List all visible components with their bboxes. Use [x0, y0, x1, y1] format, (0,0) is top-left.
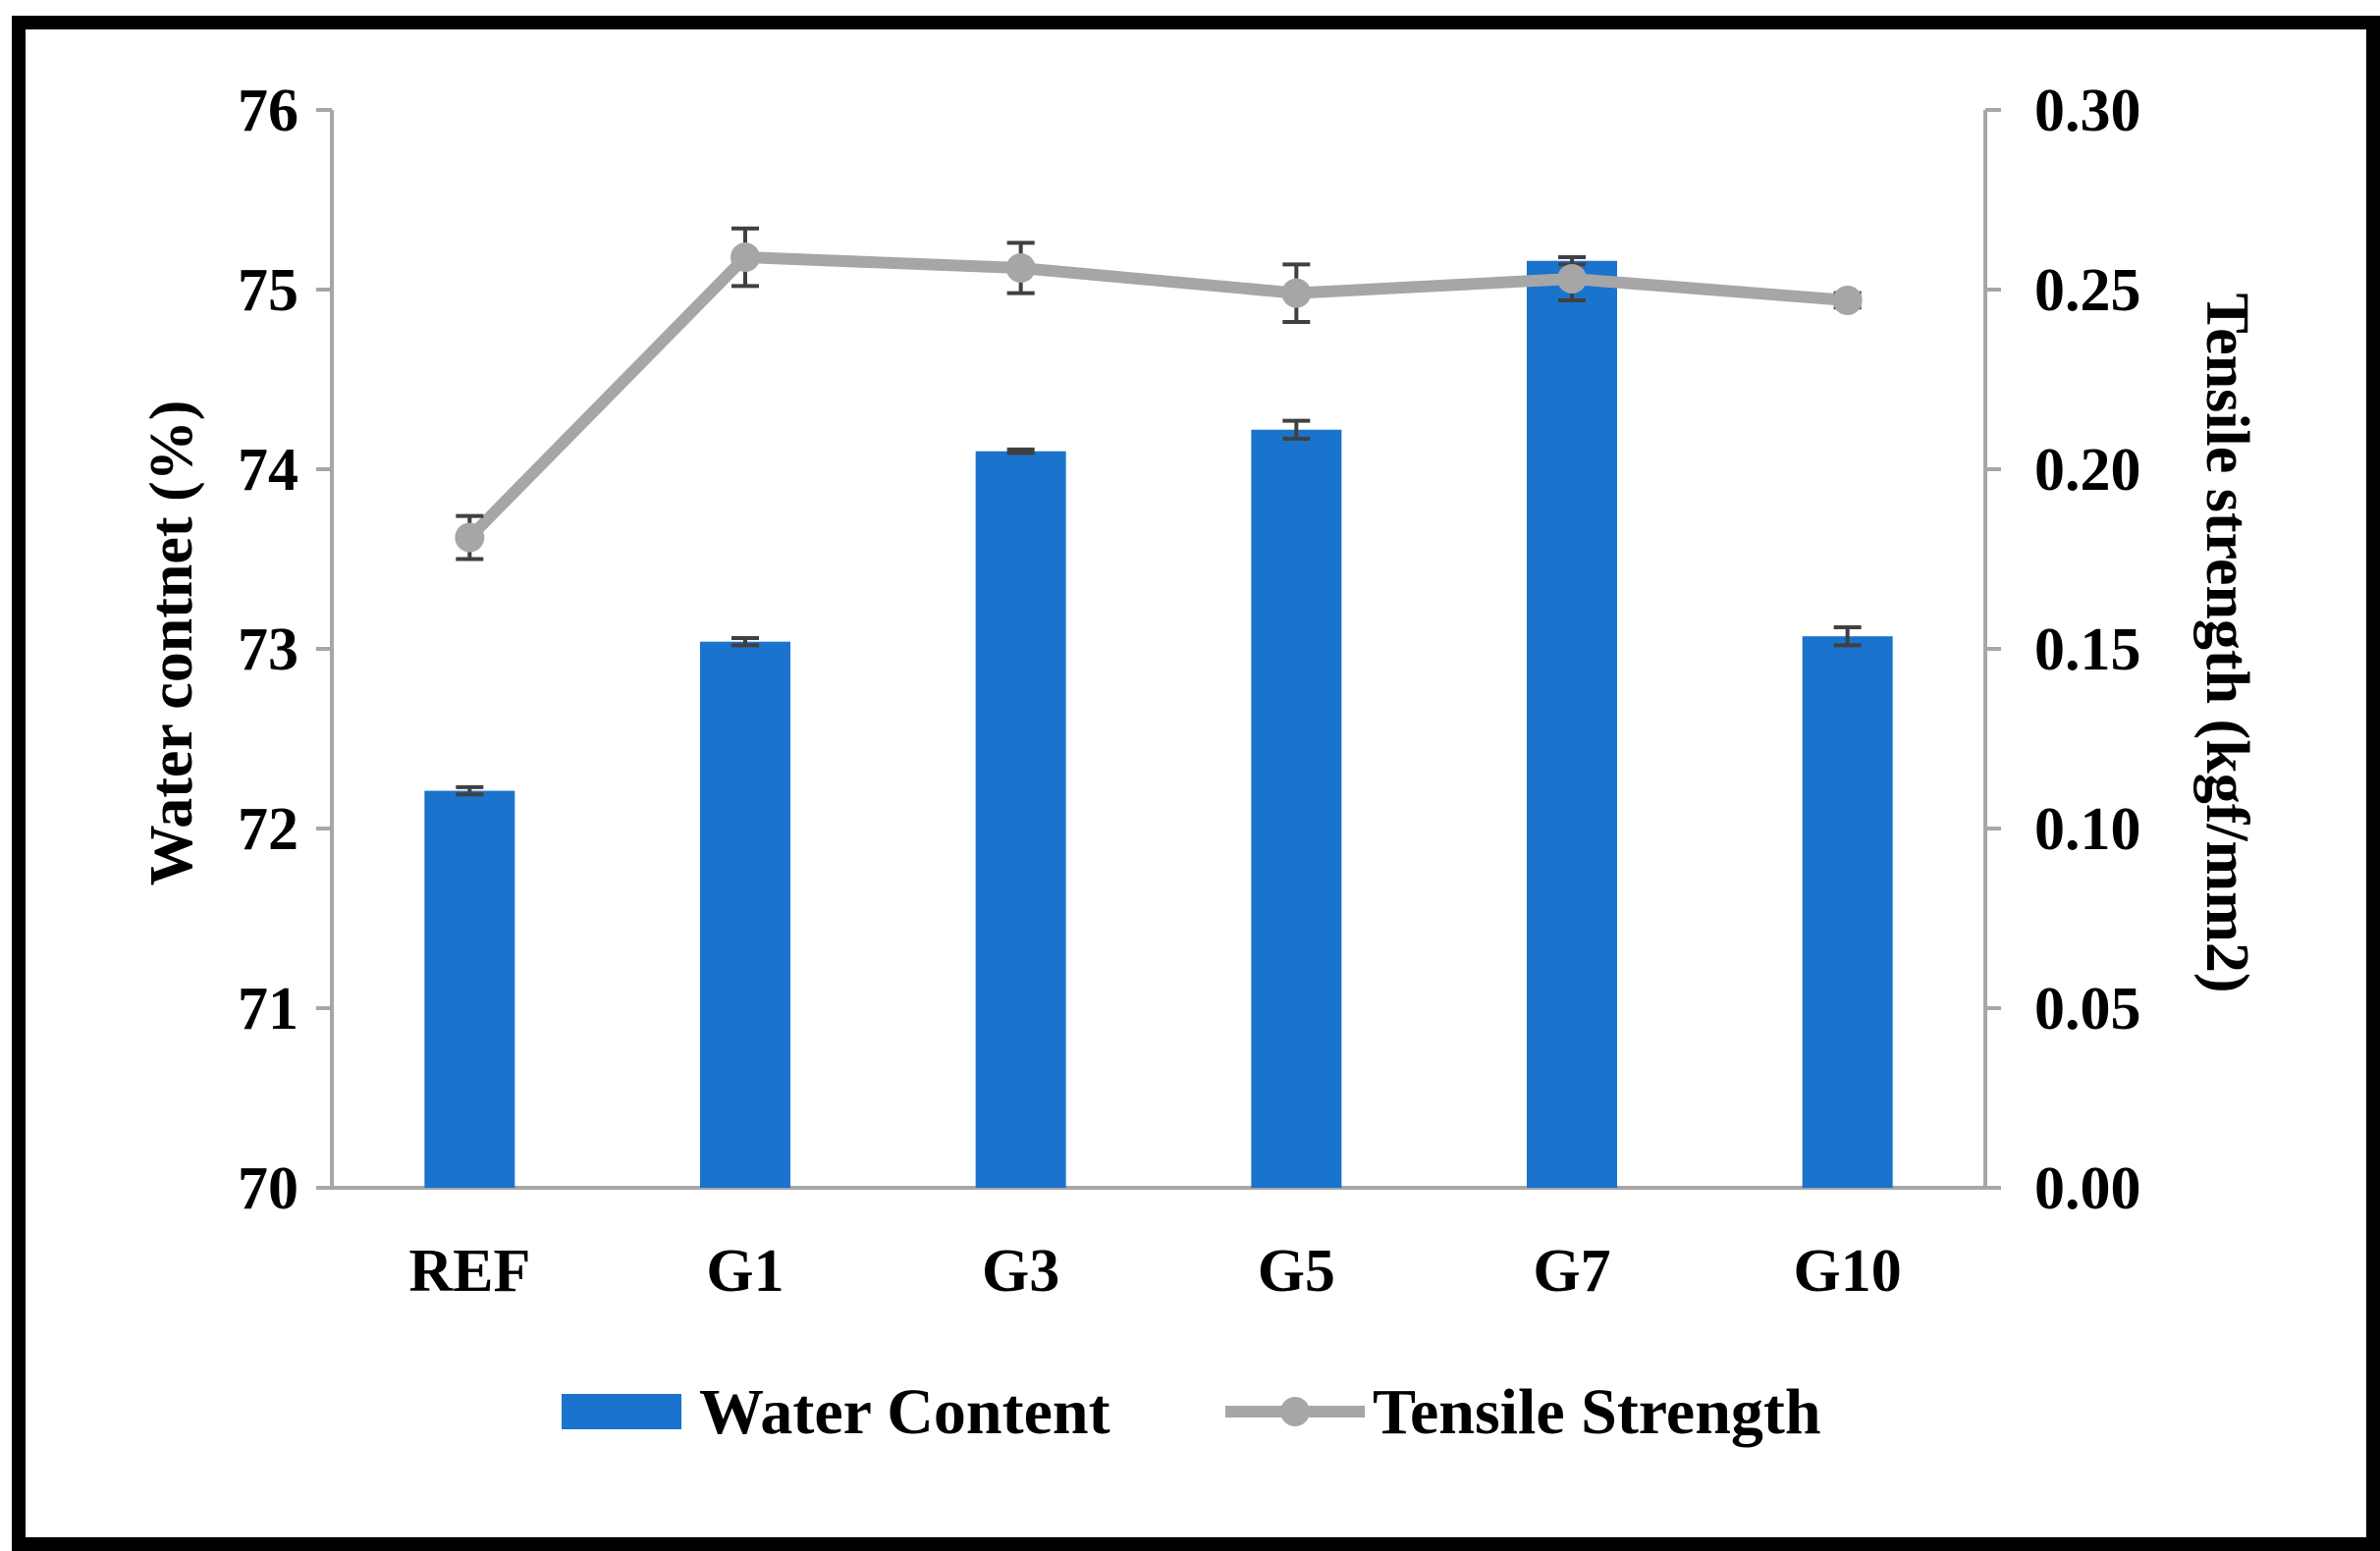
- y-tick-label-left: 76: [238, 78, 298, 144]
- x-tick-label: G7: [1533, 1238, 1610, 1305]
- bar: [975, 451, 1066, 1188]
- line-point: [1005, 253, 1036, 284]
- y-tick-label-right: 0.05: [2034, 976, 2141, 1043]
- bar: [424, 790, 515, 1188]
- bar: [1802, 636, 1893, 1188]
- y-axis-title-right: Tensile strength (kgf/mm2): [2193, 294, 2260, 993]
- x-tick-label: G10: [1794, 1238, 1902, 1305]
- y-tick-label-right: 0.25: [2034, 257, 2141, 324]
- legend-marker-tensile-strength: [1280, 1397, 1310, 1426]
- line-point: [730, 242, 760, 273]
- y-tick-label-right: 0.00: [2034, 1155, 2141, 1222]
- y-axis-title-left: Water contnet (%): [138, 401, 205, 886]
- y-tick-label-right: 0.10: [2034, 796, 2141, 863]
- legend-label-tensile-strength: Tensile Strength: [1373, 1376, 1821, 1448]
- line-point: [1281, 278, 1312, 308]
- y-tick-label-left: 70: [238, 1155, 298, 1222]
- x-tick-label: REF: [408, 1238, 530, 1305]
- y-tick-label-left: 71: [238, 976, 298, 1043]
- plot-area: [316, 108, 2001, 1190]
- bar: [1527, 260, 1617, 1189]
- legend: Water Content Tensile Strength: [562, 1376, 1821, 1448]
- bar-series-water-content: [424, 255, 1893, 1189]
- y-tick-label-left: 75: [238, 257, 298, 324]
- y-tick-label-left: 74: [238, 437, 298, 504]
- legend-label-water-content: Water Content: [699, 1376, 1110, 1448]
- y-tick-label-right: 0.20: [2034, 437, 2141, 504]
- y-tick-label-left: 73: [238, 616, 298, 683]
- x-tick-label: G5: [1258, 1238, 1335, 1305]
- legend-swatch-water-content: [562, 1394, 681, 1429]
- tick-labels: 70 71 72 73 74 75 76 0.00 0.05 0.10 0.15 0.20 0.25 0.…: [238, 78, 2141, 1305]
- line-point: [1557, 264, 1587, 294]
- series-line: [465, 251, 1849, 542]
- y-tick-label-left: 72: [238, 796, 298, 863]
- bar: [1251, 429, 1342, 1188]
- bar: [700, 641, 790, 1188]
- x-tick-label: G1: [706, 1238, 784, 1305]
- line-point: [455, 522, 485, 553]
- y-tick-label-right: 0.30: [2034, 78, 2141, 144]
- line-series-tensile-strength: [455, 226, 1863, 562]
- line-point: [1832, 285, 1863, 315]
- y-tick-label-right: 0.15: [2034, 616, 2141, 683]
- x-tick-label: G3: [982, 1238, 1059, 1305]
